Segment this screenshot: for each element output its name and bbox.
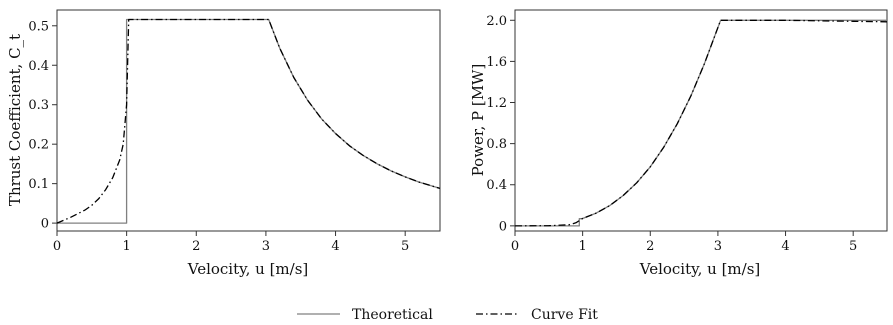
y-tick-label: 2.0 — [486, 14, 507, 29]
x-tick-label: 0 — [511, 239, 519, 254]
y-tick-label: 0 — [41, 217, 49, 232]
y-tick-label: 1.6 — [486, 55, 507, 70]
y-tick-label: 0.5 — [28, 19, 49, 34]
y-axis-label: Power, P [MW] — [469, 64, 487, 177]
x-axis-label: Velocity, u [m/s] — [639, 260, 761, 278]
legend-label-curve-fit: Curve Fit — [531, 307, 598, 323]
plot-area — [56, 9, 441, 232]
y-tick-label: 0 — [499, 219, 507, 234]
thrust-coefficient-chart: 0 1 2 3 4 5 0 0.1 0.2 0.3 0.4 0.5 Velocity, u [m/s… — [6, 9, 441, 278]
series-line-theoretical — [515, 19, 887, 227]
y-ticks: 0 0.4 0.8 1.2 1.6 2.0 — [486, 14, 515, 234]
legend: Theoretical Curve Fit — [297, 307, 598, 323]
y-tick-label: 0.3 — [28, 98, 49, 113]
plot-area — [514, 9, 888, 232]
series-lines — [514, 19, 888, 227]
y-axis-label: Thrust Coefficient, C_t — [6, 34, 24, 206]
x-tick-label: 4 — [331, 239, 339, 254]
x-tick-label: 2 — [192, 239, 200, 254]
x-tick-label: 3 — [262, 239, 270, 254]
series-line-theoretical — [57, 18, 441, 224]
x-axis-label: Velocity, u [m/s] — [187, 260, 309, 278]
legend-label-theoretical: Theoretical — [352, 307, 433, 323]
x-tick-label: 2 — [646, 239, 654, 254]
y-tick-label: 0.4 — [486, 178, 507, 193]
y-tick-label: 0.8 — [486, 137, 507, 152]
y-tick-label: 0.1 — [28, 177, 49, 192]
series-lines — [56, 18, 441, 224]
x-tick-label: 1 — [122, 239, 130, 254]
power-chart: 0 1 2 3 4 5 0 0.4 0.8 1.2 1.6 2.0 Velocity, u [m/s… — [469, 9, 888, 278]
x-tick-label: 3 — [714, 239, 722, 254]
y-ticks: 0 0.1 0.2 0.3 0.4 0.5 — [28, 19, 57, 232]
y-tick-label: 1.2 — [486, 96, 507, 111]
x-ticks: 0 1 2 3 4 5 — [53, 231, 409, 254]
x-tick-label: 1 — [578, 239, 586, 254]
x-tick-label: 4 — [781, 239, 789, 254]
x-ticks: 0 1 2 3 4 5 — [511, 231, 857, 254]
series-line-curve-fit — [514, 19, 888, 227]
x-tick-label: 0 — [53, 239, 61, 254]
y-tick-label: 0.4 — [28, 59, 49, 74]
y-tick-label: 0.2 — [28, 138, 49, 153]
x-tick-label: 5 — [849, 239, 857, 254]
series-line-curve-fit — [56, 18, 441, 224]
x-tick-label: 5 — [401, 239, 409, 254]
